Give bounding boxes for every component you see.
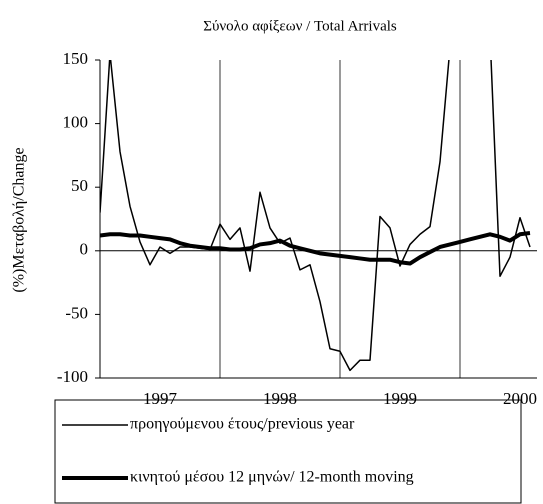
line-series: [100, 231, 531, 266]
y-tick-label: 0: [80, 240, 89, 259]
y-tick-label: 100: [63, 113, 89, 132]
legend-label: κινητού μέσου 12 μηνών/ 12-month moving: [130, 469, 414, 486]
legend-box: [54, 399, 522, 504]
y-tick-label: -100: [57, 367, 88, 386]
y-tick-label: -50: [65, 303, 88, 322]
chart-title: Σύνολο αφίξεων / Total Arrivals: [203, 18, 397, 34]
x-tick-label: 1997: [143, 389, 178, 408]
y-axis-label: (%)Μεταβολή/Change: [11, 147, 28, 292]
legend-label: προηγούμενου έτους/previous year: [130, 416, 355, 433]
x-tick-label: 1998: [263, 389, 297, 408]
line-series: [100, 60, 531, 372]
y-tick-label: 150: [63, 49, 89, 68]
plot-area: [100, 60, 531, 372]
x-tick-label: 1999: [383, 389, 417, 408]
y-tick-label: 50: [71, 176, 88, 195]
x-tick-label: 2000: [503, 389, 537, 408]
